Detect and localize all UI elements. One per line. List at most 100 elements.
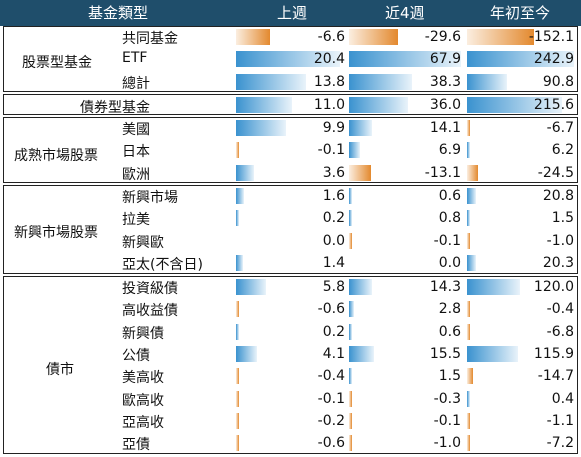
- cell-value: 38.3: [429, 73, 461, 90]
- data-bar: [467, 232, 470, 249]
- cell-value: 0.2: [322, 210, 345, 227]
- cell-value: 0.0: [438, 254, 461, 271]
- cell-value: -0.3: [433, 390, 461, 407]
- cell-ytd: 6.2: [467, 141, 577, 159]
- header-ytd: 年初至今: [490, 4, 551, 22]
- data-bar: [349, 29, 398, 45]
- data-bar: [349, 368, 352, 385]
- data-bar: [349, 164, 371, 181]
- data-bar: [467, 210, 470, 227]
- cell-ytd: 115.9: [467, 345, 577, 363]
- data-bar: [236, 279, 266, 295]
- data-bar: [467, 279, 520, 295]
- cell-ytd: 1.5: [467, 209, 577, 227]
- data-bar: [349, 188, 352, 204]
- cell-value: -0.1: [317, 142, 345, 159]
- data-bar: [236, 97, 292, 113]
- row-label: 高收益債: [122, 303, 178, 320]
- data-bar: [349, 210, 352, 227]
- cell-last-4-weeks: 2.8: [349, 300, 464, 318]
- row-label: 新興市場: [122, 190, 178, 206]
- cell-value: 11.0: [313, 97, 345, 113]
- cell-value: -1.1: [546, 412, 574, 429]
- cell-last-week: 1.6: [236, 187, 348, 205]
- data-bar: [349, 323, 352, 340]
- cell-value: 0.6: [438, 188, 461, 204]
- row-label: 共同基金: [122, 31, 178, 47]
- data-bar: [467, 142, 470, 159]
- cell-value: 1.6: [322, 188, 345, 204]
- cell-value: 14.3: [429, 279, 461, 295]
- data-bar: [467, 368, 474, 385]
- group-label: 債券型基金: [80, 100, 150, 116]
- cell-value: -0.1: [433, 232, 461, 249]
- cell-ytd: 215.6: [467, 96, 577, 114]
- data-bar: [236, 73, 307, 90]
- data-bar: [467, 435, 471, 452]
- data-bar: [236, 210, 239, 227]
- cell-value: -0.6: [317, 301, 345, 318]
- data-bar: [349, 301, 354, 318]
- cell-value: 6.2: [551, 142, 574, 159]
- data-bar: [467, 164, 478, 181]
- data-bar: [236, 188, 245, 204]
- cell-ytd: 242.9: [467, 50, 577, 68]
- cell-ytd: -152.1: [467, 28, 577, 46]
- cell-last-4-weeks: 1.5: [349, 367, 464, 385]
- cell-last-week: -0.1: [236, 141, 348, 159]
- cell-value: 20.8: [542, 188, 574, 204]
- cell-last-week: 0.0: [236, 232, 348, 250]
- data-bar: [236, 142, 239, 159]
- data-bar: [236, 323, 239, 340]
- data-bar: [349, 345, 375, 362]
- row-label: 歐高收: [122, 392, 164, 409]
- data-bar: [236, 120, 287, 136]
- data-bar: [349, 232, 352, 249]
- data-bar: [349, 73, 412, 90]
- cell-value: 9.9: [322, 120, 345, 136]
- cell-value: 14.1: [429, 120, 461, 136]
- cell-value: 36.0: [429, 97, 461, 113]
- cell-value: 6.9: [438, 142, 461, 159]
- cell-value: 5.8: [322, 279, 345, 295]
- row-label: 新興債: [122, 325, 164, 342]
- data-bar: [236, 368, 239, 385]
- cell-last-week: -6.6: [236, 28, 348, 46]
- cell-value: -29.6: [424, 29, 461, 45]
- data-bar: [467, 97, 562, 113]
- cell-value: -0.4: [546, 301, 574, 318]
- data-bar: [349, 412, 352, 429]
- data-bar: [236, 412, 239, 429]
- cell-value: 215.6: [533, 97, 574, 113]
- cell-last-4-weeks: 14.3: [349, 278, 464, 296]
- cell-last-4-weeks: 38.3: [349, 73, 464, 91]
- cell-value: 15.5: [429, 345, 461, 362]
- cell-ytd: -1.0: [467, 232, 577, 250]
- row-label: 投資級債: [122, 281, 178, 297]
- data-bar: [467, 73, 507, 90]
- table-header: 基金類型 上週 近4週 年初至今: [0, 0, 581, 26]
- data-bar: [349, 51, 461, 68]
- data-bar: [467, 51, 574, 68]
- data-bar: [467, 120, 470, 136]
- row-label: 公債: [122, 347, 150, 364]
- cell-value: -0.6: [317, 435, 345, 452]
- cell-value: 0.6: [438, 323, 461, 340]
- cell-last-week: 0.2: [236, 209, 348, 227]
- data-bar: [467, 345, 518, 362]
- cell-last-4-weeks: 36.0: [349, 96, 464, 114]
- cell-ytd: -24.5: [467, 164, 577, 182]
- data-bar: [349, 142, 361, 159]
- row-label: 美高收: [122, 370, 164, 387]
- row-label: 新興歐: [122, 234, 164, 251]
- cell-last-week: 20.4: [236, 50, 348, 68]
- cell-last-week: -0.2: [236, 412, 348, 430]
- cell-ytd: -6.7: [467, 119, 577, 137]
- data-bar: [236, 345, 257, 362]
- cell-value: 1.4: [322, 254, 345, 271]
- data-bar: [236, 301, 240, 318]
- row-label: 亞太(不含日): [122, 256, 203, 273]
- header-fund-type: 基金類型: [88, 4, 149, 22]
- cell-last-week: -0.6: [236, 434, 348, 452]
